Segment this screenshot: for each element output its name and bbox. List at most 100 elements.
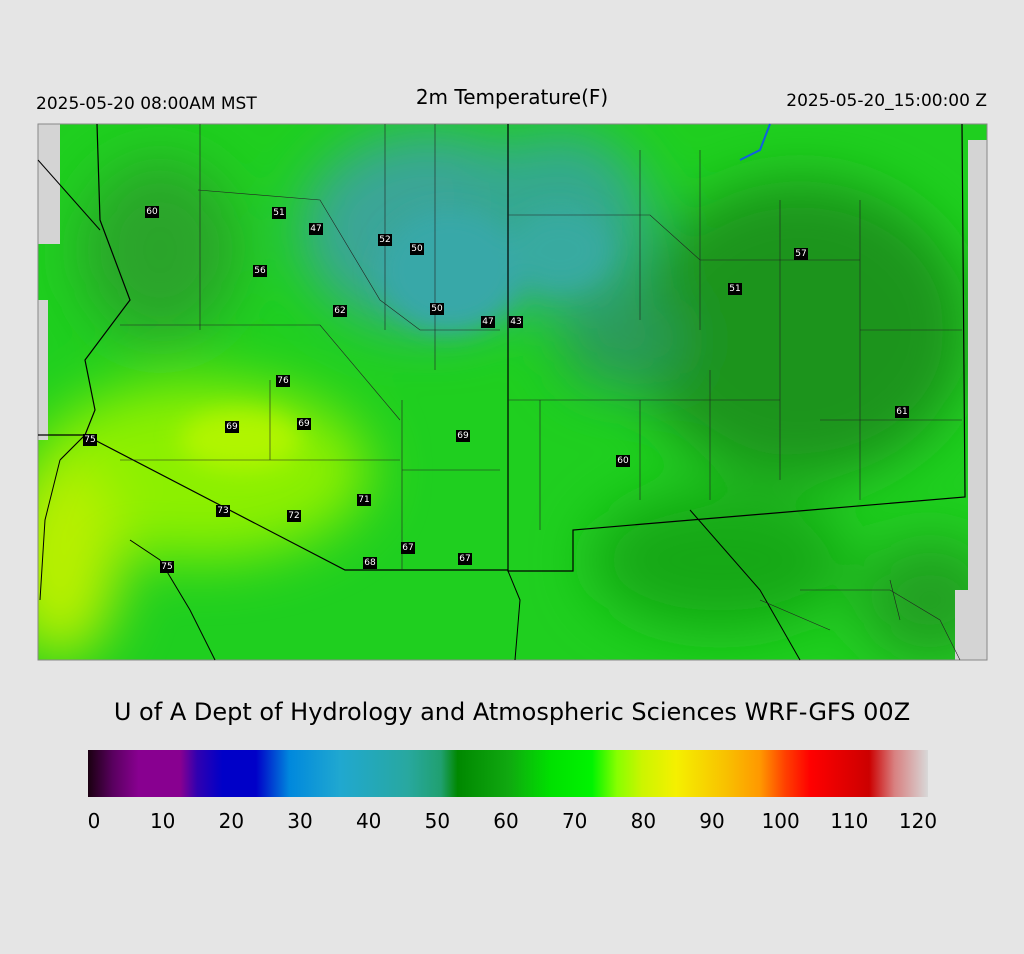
valid-time-utc: 2025-05-20_15:00:00 Z: [786, 91, 987, 111]
map-title: 2m Temperature(F): [416, 85, 608, 109]
station-box: [794, 248, 808, 260]
station: 67: [458, 553, 472, 565]
station-value: 67: [459, 554, 470, 564]
station-box: [357, 494, 371, 506]
station-box: [276, 375, 290, 387]
station: 69: [297, 418, 311, 430]
station-value: 43: [510, 317, 521, 327]
station-box: [363, 557, 377, 569]
station-value: 72: [288, 511, 299, 521]
station: 57: [794, 248, 808, 260]
station-box: [616, 455, 630, 467]
station-box: [253, 265, 267, 277]
colorbar-tick-label: 20: [219, 809, 244, 833]
station-value: 50: [431, 304, 443, 314]
station-box: [481, 316, 495, 328]
station: 60: [616, 455, 630, 467]
station-box: [456, 430, 470, 442]
station-value: 52: [379, 235, 390, 245]
station-box: [410, 243, 424, 255]
station-value: 75: [161, 562, 172, 572]
station: 56: [253, 265, 267, 277]
station: 61: [895, 406, 909, 418]
station: 73: [216, 505, 230, 517]
colorbar-tick-label: 120: [899, 809, 937, 833]
station-value: 47: [482, 317, 493, 327]
station-value: 50: [411, 244, 423, 254]
station-box: [309, 223, 323, 235]
station-box: [145, 206, 159, 218]
station-value: 62: [334, 306, 345, 316]
station-box: [160, 561, 174, 573]
colorbar-tick-label: 30: [287, 809, 312, 833]
station-value: 51: [273, 208, 284, 218]
station: 47: [481, 316, 495, 328]
station: 50: [430, 303, 444, 315]
colorbar-tick-label: 60: [493, 809, 518, 833]
colorbar-tick-label: 70: [562, 809, 587, 833]
station-value: 47: [310, 224, 321, 234]
credit: U of A Dept of Hydrology and Atmospheric…: [114, 698, 910, 726]
station-box: [225, 421, 239, 433]
station: 69: [225, 421, 239, 433]
station-value: 68: [364, 558, 376, 568]
station-box: [509, 316, 523, 328]
station-value: 61: [896, 407, 907, 417]
station: 51: [728, 283, 742, 295]
station-box: [297, 418, 311, 430]
station-box: [216, 505, 230, 517]
station: 71: [357, 494, 371, 506]
station-box: [728, 283, 742, 295]
colorbar-tick-label: 10: [150, 809, 175, 833]
station-box: [83, 434, 97, 446]
station-value: 56: [254, 266, 266, 276]
station-box: [401, 542, 415, 554]
station: 67: [401, 542, 415, 554]
station: 60: [145, 206, 159, 218]
colorbar-tick-label: 90: [699, 809, 724, 833]
station: 47: [309, 223, 323, 235]
station-box: [272, 207, 286, 219]
colorbar: [88, 750, 928, 797]
station-value: 60: [617, 456, 629, 466]
station: 75: [160, 561, 174, 573]
station: 43: [509, 316, 523, 328]
colorbar-ticks: 0 10 20 30 40 50 60 70 80 90 100 110 120: [88, 809, 937, 833]
station: 62: [333, 305, 347, 317]
station-box: [378, 234, 392, 246]
station-value: 60: [146, 207, 158, 217]
valid-time-local: 2025-05-20 08:00AM MST: [36, 94, 257, 114]
station-value: 75: [84, 435, 95, 445]
station-value: 69: [298, 419, 310, 429]
colorbar-tick-label: 100: [762, 809, 800, 833]
station: 52: [378, 234, 392, 246]
station-value: 76: [277, 376, 289, 386]
borders: [37, 123, 988, 661]
colorbar-tick-label: 0: [88, 809, 101, 833]
station-value: 71: [358, 495, 369, 505]
station: 50: [410, 243, 424, 255]
station: 72: [287, 510, 301, 522]
temperature-field: [38, 124, 987, 660]
station-value: 51: [729, 284, 740, 294]
station-box: [333, 305, 347, 317]
station-box: [458, 553, 472, 565]
station-value: 67: [402, 543, 413, 553]
station: 76: [276, 375, 290, 387]
station-value: 57: [795, 249, 806, 259]
colorbar-tick-label: 80: [631, 809, 656, 833]
colorbar-tick-label: 50: [425, 809, 450, 833]
station-value: 69: [457, 431, 469, 441]
colorbar-tick-label: 110: [830, 809, 868, 833]
station-box: [895, 406, 909, 418]
station: 51: [272, 207, 286, 219]
station: 75: [83, 434, 97, 446]
station: 69: [456, 430, 470, 442]
station-labels: 60 51 47 52 50 56 62 50 47 43 57 51 76 69 69 69 75 61 60 73…: [83, 206, 909, 573]
colorbar-tick-label: 40: [356, 809, 381, 833]
station: 68: [363, 557, 377, 569]
station-box: [287, 510, 301, 522]
station-value: 73: [217, 506, 228, 516]
